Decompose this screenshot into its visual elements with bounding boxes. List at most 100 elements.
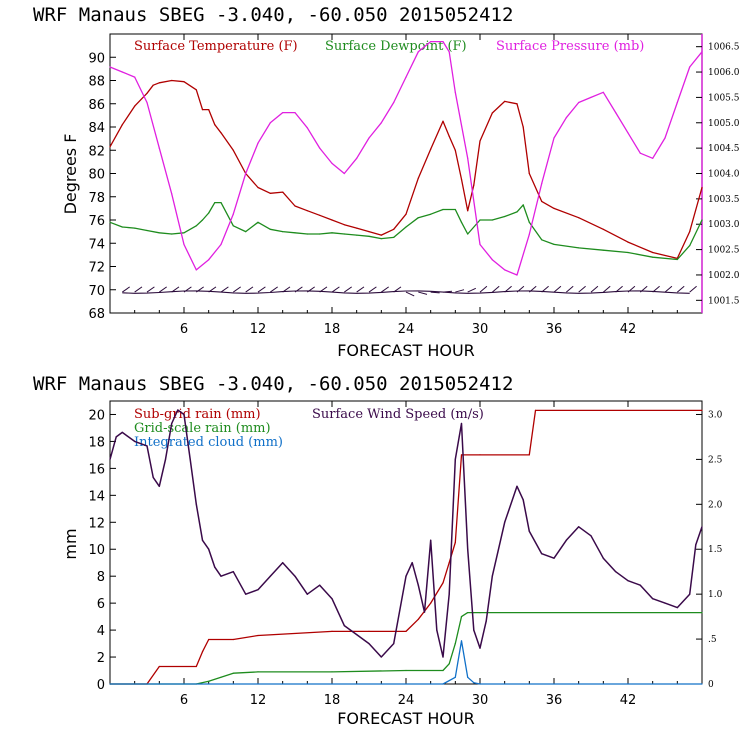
- wind-barb: [220, 286, 229, 293]
- wind-speed-point: [134, 440, 136, 442]
- wind-speed-point: [356, 634, 358, 636]
- wind-speed-point: [115, 436, 117, 438]
- temperature-point: [152, 84, 154, 86]
- pressure-point: [430, 41, 432, 43]
- wind-speed-point: [442, 656, 444, 658]
- dewpoint-point: [201, 219, 204, 221]
- pressure-point: [245, 172, 247, 175]
- dewpoint-point: [282, 231, 284, 233]
- subgrid-rain-point: [208, 638, 210, 641]
- pressure-point: [676, 101, 678, 104]
- wind-speed-point: [541, 553, 543, 555]
- pressure-point: [306, 127, 308, 129]
- dewpoint-point: [522, 204, 524, 206]
- subgrid-rain-point: [528, 454, 530, 456]
- dewpoint-point: [516, 211, 518, 213]
- wind-speed-point: [436, 629, 438, 631]
- gridscale-rain-point: [257, 671, 259, 673]
- wind-speed-point: [491, 575, 493, 577]
- integrated-cloud-point: [479, 683, 481, 685]
- dewpoint-point: [689, 245, 691, 247]
- pressure-point: [448, 51, 450, 53]
- wind-barb: [615, 285, 623, 293]
- dewpoint-point: [257, 221, 259, 223]
- pressure-point: [109, 66, 111, 68]
- wind-speed-point: [232, 571, 234, 573]
- wind-speed-point: [411, 562, 413, 564]
- x-tick-label: 42: [620, 322, 637, 337]
- wind-speed-point: [689, 593, 691, 595]
- right-tick-label: 1005.5: [708, 93, 740, 103]
- wind-speed-point: [282, 562, 284, 564]
- left-tick-label: 88: [88, 75, 105, 90]
- x-tick-label: 12: [250, 322, 267, 337]
- subgrid-rain-point: [158, 665, 160, 668]
- pressure-point: [578, 101, 580, 104]
- pressure-point: [504, 269, 506, 271]
- pressure-point: [282, 112, 284, 114]
- wind-barb: [294, 286, 303, 293]
- wind-speed-point: [331, 598, 333, 600]
- dewpoint-point: [356, 234, 358, 236]
- wind-speed-point: [430, 539, 432, 541]
- dewpoint-point: [220, 202, 222, 204]
- wind-speed-point: [473, 629, 475, 631]
- temperature-point: [134, 105, 136, 107]
- left-tick-label: 16: [88, 462, 105, 477]
- x-tick-label: 42: [620, 693, 637, 708]
- wind-speed-point: [201, 539, 204, 541]
- temperature-point: [627, 241, 629, 243]
- wind-barb: [196, 286, 204, 293]
- temperature-point: [473, 184, 475, 186]
- x-tick-label: 36: [546, 322, 563, 337]
- temperature-point: [602, 228, 604, 230]
- wind-speed-point: [479, 647, 481, 649]
- right-tick-label: 1004.0: [708, 170, 740, 180]
- right-tick-label: 1002.5: [708, 246, 740, 256]
- temperature-point: [689, 231, 691, 233]
- x-tick-label: 18: [324, 693, 341, 708]
- wind-barb: [677, 285, 685, 293]
- x-tick-label: 24: [398, 693, 415, 708]
- wind-speed-point: [109, 458, 111, 460]
- dewpoint-line: [109, 201, 703, 261]
- dewpoint-point: [319, 233, 321, 235]
- wind-barb: [208, 286, 217, 293]
- gridscale-rain-point: [479, 612, 481, 614]
- temperature-point: [460, 178, 463, 180]
- pressure-point: [269, 122, 271, 124]
- x-tick-label: 36: [546, 693, 563, 708]
- temperature-point: [467, 210, 469, 212]
- dewpoint-point: [602, 249, 604, 251]
- subgrid-rain-point: [448, 562, 450, 564]
- wind-speed-point: [220, 575, 222, 577]
- dewpoint-point: [460, 221, 463, 223]
- left-tick-label: 82: [88, 144, 105, 159]
- temperature-point: [158, 82, 160, 84]
- dewpoint-point: [528, 221, 530, 223]
- temperature-point: [109, 146, 111, 148]
- wind-barbs: [122, 285, 697, 297]
- wind-speed-point: [269, 575, 271, 577]
- top-right-axis-ticks: 1001.5 1002.0 1002.5 1003.0 1003.5 1004.0 1004…: [696, 43, 740, 306]
- dewpoint-point: [504, 215, 506, 218]
- subgrid-rain-point: [479, 454, 481, 456]
- pressure-point: [183, 243, 185, 246]
- wind-speed-point: [485, 620, 487, 622]
- gridscale-rain-point: [220, 676, 222, 678]
- temperature-point: [208, 109, 210, 111]
- dewpoint-point: [269, 228, 271, 230]
- dewpoint-point: [208, 212, 210, 214]
- pressure-point: [664, 137, 666, 139]
- left-tick-label: 18: [88, 435, 105, 450]
- temperature-point: [146, 92, 148, 94]
- left-tick-label: 86: [88, 98, 105, 113]
- wind-barb: [689, 285, 697, 293]
- left-tick-label: 10: [88, 543, 105, 558]
- dewpoint-point: [578, 247, 580, 249]
- wind-barb: [171, 286, 180, 293]
- temperature-point: [491, 112, 493, 114]
- top-series-group: [109, 40, 703, 276]
- pressure-line: [109, 40, 703, 276]
- left-tick-label: 68: [88, 307, 105, 322]
